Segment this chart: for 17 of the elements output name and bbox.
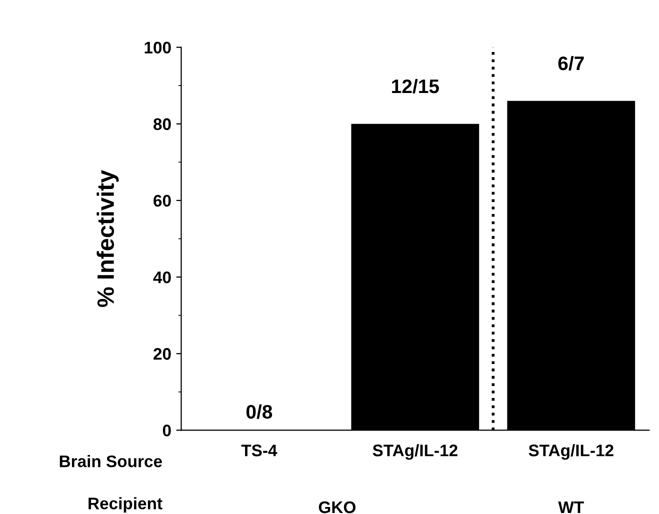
text: Recipient [88,497,162,513]
data-label: 0/8 [246,404,272,419]
text: Brain Source [60,455,162,468]
y-tick-label: 0 [162,424,171,436]
data-label: 6/7 [558,56,584,70]
y-tick-label: 80 [153,118,171,130]
y-tick-label: 40 [153,271,171,284]
x-tick-label: TS-4 [241,444,278,456]
y-axis-title: % Infectivity [96,170,119,308]
text: WT [558,502,584,514]
y-tick-label: 60 [154,194,171,207]
x-tick-label: STAg/IL-12 [528,444,614,460]
y-tick-label: 20 [154,348,171,360]
text: GKO [318,501,356,514]
y-tick-label: 100 [144,42,171,54]
data-label: 12/15 [392,78,439,94]
x-tick-label: STAg/IL-12 [372,444,458,460]
